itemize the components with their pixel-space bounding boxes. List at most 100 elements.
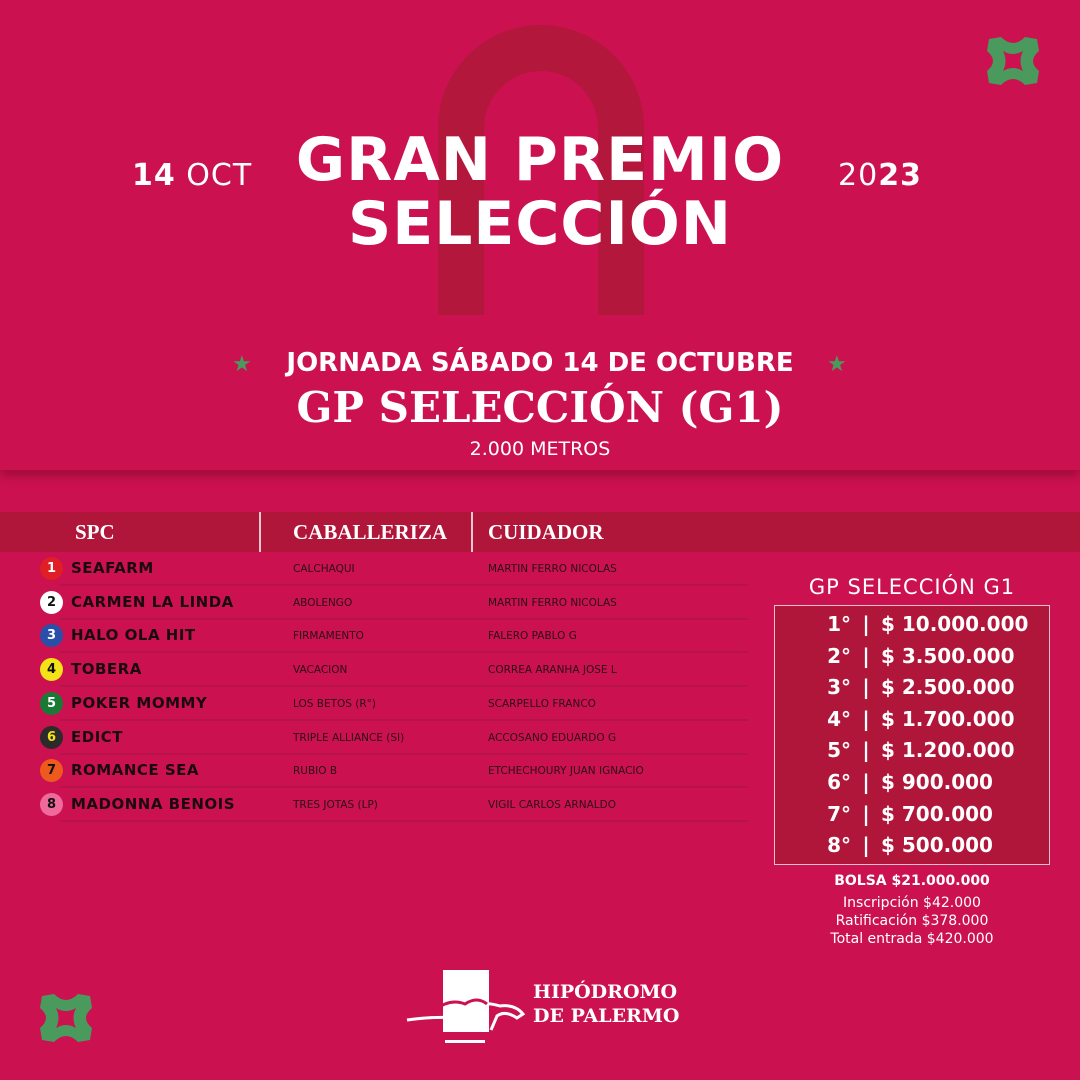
- table-row: 7 ROMANCE SEA RUBIO B ETCHECHOURY JUAN I…: [38, 754, 748, 789]
- row-divider: [60, 584, 748, 586]
- saddle-number-badge: 1: [40, 557, 63, 580]
- row-divider: [60, 752, 748, 755]
- table-row: 6 EDICT TRIPLE ALLIANCE (SI) ACCOSANO ED…: [38, 721, 748, 755]
- column-divider: [259, 512, 261, 552]
- date-label: 14 OCT: [132, 158, 252, 193]
- prize-place: 3°: [827, 675, 851, 700]
- logo-text: HIPÓDROMO DE PALERMO: [533, 980, 679, 1028]
- race-date: JORNADA SÁBADO 14 DE OCTUBRE: [286, 348, 794, 378]
- page-title: GRAN PREMIO SELECCIÓN: [0, 128, 1080, 256]
- star-icon: ★: [827, 352, 847, 377]
- cuidador: VIGIL CARLOS ARNALDO: [488, 798, 616, 811]
- prizes-title: GP SELECCIÓN G1: [808, 575, 1016, 599]
- saddle-number-badge: 8: [40, 792, 63, 816]
- logo-line1: HIPÓDROMO: [533, 981, 678, 1003]
- prize-amount: $ 2.500.000: [881, 675, 1015, 700]
- table-row: 5 POKER MOMMY LOS BETOS (R°) SCARPELLO F…: [38, 687, 748, 721]
- prize-place: 1°: [827, 612, 851, 636]
- prize-amount: $ 700.000: [881, 801, 993, 826]
- row-divider: [60, 819, 748, 822]
- prize-amount: $ 3.500.000: [881, 643, 1015, 668]
- prize-separator: |: [862, 801, 870, 826]
- prize-row: 1° | $ 10.000.000: [775, 612, 1049, 644]
- prize-place: 7°: [827, 801, 851, 826]
- title-line2: SELECCIÓN: [347, 189, 733, 259]
- bolsa-total: BOLSA $21.000.000: [834, 873, 990, 889]
- prize-place: 6°: [827, 769, 851, 794]
- prize-row: 4° | $ 1.700.000: [775, 707, 1049, 739]
- prize-row: 7° | $ 700.000: [775, 802, 1049, 834]
- cuidador: SCARPELLO FRANCO: [488, 697, 596, 710]
- table-row: 4 TOBERA VACACION CORREA ARANHA JOSE L: [38, 653, 748, 688]
- race-distance: 2.000 METROS: [469, 438, 611, 460]
- cuidador: MARTIN FERRO NICOLAS: [488, 596, 617, 609]
- saddle-number-badge: 4: [40, 658, 63, 682]
- prize-amount: $ 500.000: [881, 833, 993, 858]
- horse-name: ROMANCE SEA: [71, 761, 200, 780]
- year-label: 2023: [838, 158, 922, 193]
- table-row: 1 SEAFARM CALCHAQUI MARTIN FERRO NICOLAS: [38, 552, 748, 586]
- date-month: OCT: [186, 158, 253, 193]
- saddle-number-badge: 5: [40, 691, 63, 715]
- prize-separator: |: [862, 833, 870, 858]
- column-divider: [471, 512, 473, 552]
- header-section: [0, 0, 1080, 470]
- prize-separator: |: [862, 769, 870, 794]
- caballeriza: TRIPLE ALLIANCE (SI): [293, 731, 405, 744]
- table-row: 3 HALO OLA HIT FIRMAMENTO FALERO PABLO G: [38, 619, 748, 654]
- horse-name: EDICT: [71, 727, 124, 746]
- cuidador: ACCOSANO EDUARDO G: [488, 731, 617, 744]
- title-line1: GRAN PREMIO: [295, 125, 785, 195]
- row-divider: [60, 651, 748, 654]
- sparkle-icon: [40, 994, 92, 1042]
- caballeriza: TRES JOTAS (LP): [293, 798, 378, 811]
- horse-name: MADONNA BENOIS: [71, 794, 236, 813]
- row-divider: [60, 718, 748, 721]
- prize-place: 5°: [827, 738, 851, 763]
- column-spc: SPC: [75, 520, 115, 544]
- table-row: 8 MADONNA BENOIS TRES JOTAS (LP) VIGIL C…: [38, 788, 748, 822]
- prizes-box: 1° | $ 10.000.000 2° | $ 3.500.000 3° | $ 2.500.…: [774, 605, 1050, 865]
- horse-name: CARMEN LA LINDA: [71, 592, 234, 611]
- saddle-number-badge: 6: [40, 725, 63, 749]
- total-entrada: Total entrada $420.000: [830, 931, 994, 947]
- logo-line2: DE PALERMO: [533, 1005, 680, 1027]
- prize-amount: $ 1.700.000: [881, 706, 1015, 731]
- prize-separator: |: [862, 706, 870, 731]
- prize-row: 8° | $ 500.000: [775, 833, 1049, 865]
- hipodromo-logo: [406, 970, 526, 1043]
- row-divider: [60, 786, 748, 789]
- prize-separator: |: [862, 738, 870, 763]
- table-header: SPC CABALLERIZA CUIDADOR: [0, 512, 1080, 552]
- ratificacion-fee: Ratificación $378.000: [835, 913, 989, 929]
- race-name: GP SELECCIÓN (G1): [296, 383, 784, 432]
- caballeriza: VACACION: [293, 664, 348, 677]
- inscripcion-fee: Inscripción $42.000: [843, 895, 981, 911]
- horse-name: SEAFARM: [71, 559, 154, 577]
- row-divider: [60, 617, 748, 620]
- prize-separator: |: [862, 643, 870, 668]
- prize-amount: $ 1.200.000: [881, 738, 1015, 763]
- prize-row: 3° | $ 2.500.000: [775, 675, 1049, 707]
- cuidador: FALERO PABLO G: [488, 630, 577, 643]
- prize-place: 2°: [827, 643, 851, 668]
- caballeriza: FIRMAMENTO: [293, 630, 364, 643]
- prize-place: 8°: [827, 833, 851, 858]
- prize-row: 6° | $ 900.000: [775, 770, 1049, 802]
- column-cuidador: CUIDADOR: [488, 520, 604, 544]
- caballeriza: ABOLENGO: [293, 596, 353, 609]
- column-caballeriza: CABALLERIZA: [293, 520, 448, 544]
- prize-place: 4°: [827, 706, 851, 731]
- horseshoe-arch-decoration: [438, 25, 644, 315]
- prize-row: 2° | $ 3.500.000: [775, 644, 1049, 676]
- prize-amount: $ 10.000.000: [881, 612, 1029, 636]
- row-divider: [60, 685, 748, 688]
- prize-amount: $ 900.000: [881, 769, 993, 794]
- cuidador: CORREA ARANHA JOSE L: [488, 664, 617, 677]
- saddle-number-badge: 2: [40, 590, 63, 614]
- saddle-number-badge: 3: [40, 624, 63, 648]
- table-row: 2 CARMEN LA LINDA ABOLENGO MARTIN FERRO …: [38, 586, 748, 620]
- caballeriza: CALCHAQUI: [293, 563, 355, 575]
- sparkle-icon: [987, 37, 1039, 85]
- horse-name: TOBERA: [71, 660, 142, 679]
